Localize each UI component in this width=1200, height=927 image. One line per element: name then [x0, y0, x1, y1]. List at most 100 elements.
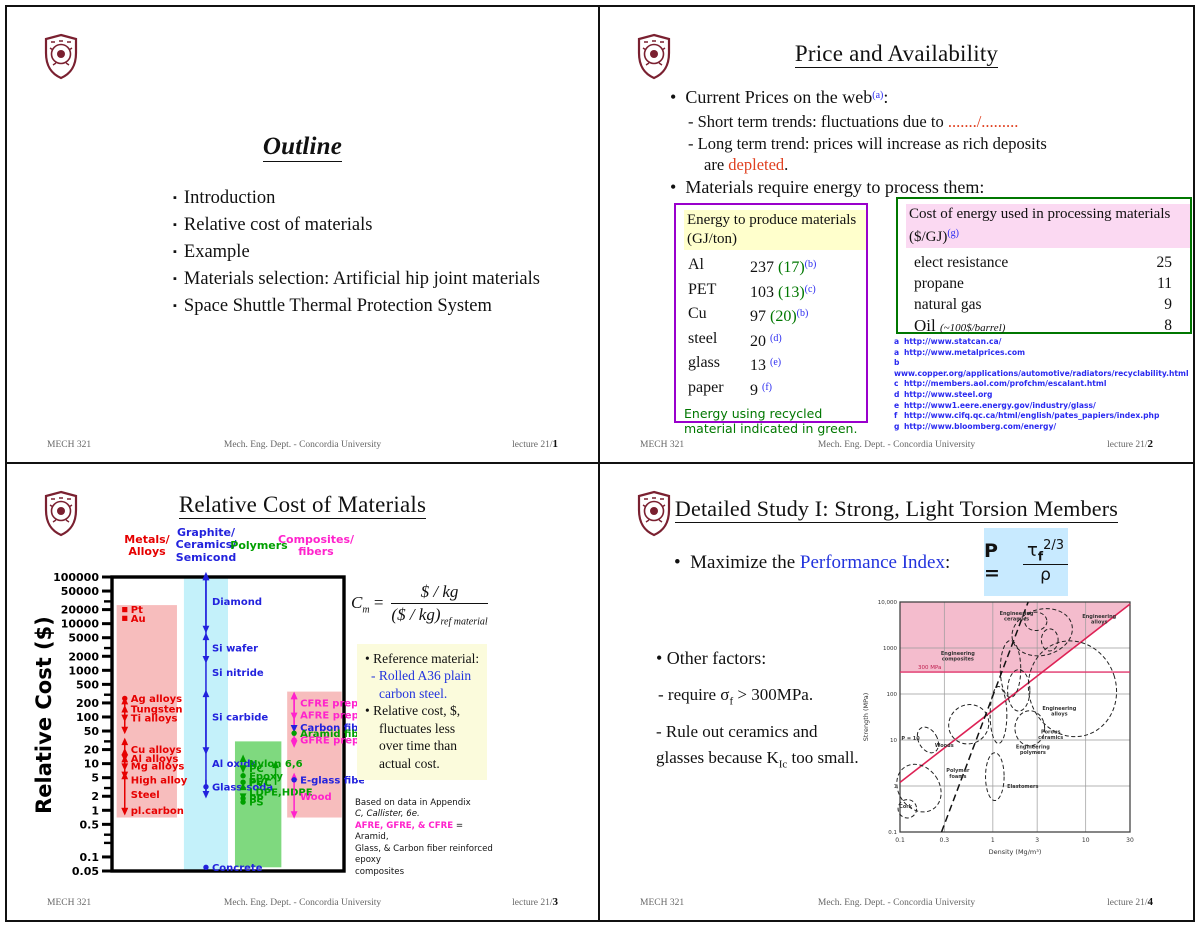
svg-text:GFRE prepreg: GFRE prepreg [300, 735, 364, 746]
svg-text:0.1: 0.1 [895, 837, 905, 844]
svg-text:0.05: 0.05 [72, 865, 99, 878]
svg-text:Strength (MPa): Strength (MPa) [862, 692, 870, 740]
reference-line: d http://www.steel.org [894, 390, 1188, 401]
material-name: PET [688, 280, 717, 298]
reference-key: g [894, 421, 900, 431]
energy-value-number: 9 [750, 381, 762, 399]
svg-text:0.1: 0.1 [80, 850, 100, 863]
svg-text:Ti alloys: Ti alloys [131, 713, 178, 724]
energy-source-label: elect resistance [914, 254, 1009, 271]
recycled-energy-value: (17) [778, 259, 805, 276]
svg-text:10: 10 [890, 738, 897, 744]
outline-item-label: Example [183, 242, 250, 262]
reference-key: a [894, 337, 900, 346]
energy-table: Al 237 (17)(b) PET 103 (13)(c) Cu 97 (20)(b) s… [688, 254, 866, 401]
svg-text:20: 20 [84, 743, 100, 756]
svg-text:Si nitride: Si nitride [212, 668, 264, 679]
reference-line: a http://www.metalprices.com [894, 348, 1188, 359]
svg-text:300 MPa: 300 MPa [918, 665, 941, 671]
material-name: glass [688, 354, 720, 371]
svg-text:5: 5 [91, 771, 99, 784]
svg-text:E-glass fibers: E-glass fibers [300, 775, 364, 786]
bullet-maximize-index: • Maximize the Performance Index: [674, 551, 951, 573]
energy-value: 97 (20)(b) [750, 303, 866, 328]
recycled-note: Energy using recycled material indicated … [684, 406, 858, 436]
reference-key: f [894, 411, 898, 421]
energy-value-number: 13 [750, 357, 770, 374]
reference-url[interactable]: http://www.cifq.qc.ca/html/english/pates… [904, 411, 1160, 421]
svg-text:2: 2 [91, 790, 99, 803]
ashby-strength-density-chart: 300 MPa Engineering ceramics Engineering all… [862, 600, 1134, 856]
svg-text:LDPE,HDPE: LDPE,HDPE [249, 787, 313, 798]
cost-table-row: natural gas 9 [914, 294, 1172, 315]
svg-text:0.3: 0.3 [940, 837, 950, 844]
footer-dept: Mech. Eng. Dept. - Concordia University [223, 439, 382, 450]
energy-value-number: 20 [750, 332, 770, 350]
slide-1-outline: Outline ▪ Introduction ▪ Relative cost of m… [7, 7, 600, 464]
svg-text:100000: 100000 [53, 571, 99, 584]
bullet-icon: ▪ [173, 300, 177, 312]
slide1-footer: MECH 321 Mech. Eng. Dept. - Concordia Un… [47, 438, 558, 450]
cost-value: 25 [1156, 254, 1173, 271]
reference-url[interactable]: http://www1.eere.energy.gov/industry/gla… [904, 400, 1096, 410]
energy-value: 20 (d) [750, 328, 866, 353]
svg-text:Au: Au [131, 613, 146, 624]
note-line: carbon steel. [379, 685, 448, 701]
svg-text:100: 100 [76, 710, 99, 723]
note-line: fluctuates less [379, 720, 456, 736]
sub-long-term-cont: are depleted. [704, 155, 789, 174]
note-line: actual cost. [379, 755, 440, 771]
reference-key: b [894, 358, 900, 368]
crest-shield-icon [637, 490, 671, 536]
sub-short-term: - Short term trends: fluctuations due to… [688, 112, 1019, 131]
slide4-footer: MECH 321 Mech. Eng. Dept. - Concordia Un… [640, 896, 1153, 908]
reference-line: e http://www1.eere.energy.gov/industry/gl… [894, 401, 1188, 412]
svg-text:Aramid fibers: Aramid fibers [300, 728, 364, 739]
reference-url[interactable]: www.copper.org/applications/automotive/r… [894, 368, 1189, 378]
energy-value-number: 237 [750, 259, 778, 276]
energy-source-label: propane [914, 275, 964, 292]
svg-text:2000: 2000 [68, 650, 99, 663]
slide-4-torsion-members: Detailed Study I: Strong, Light Torsion … [600, 463, 1193, 920]
svg-text:1000: 1000 [883, 646, 897, 652]
reference-key: d [894, 389, 900, 399]
note-line: over time than [379, 738, 457, 753]
svg-text:30: 30 [1126, 837, 1134, 844]
svg-text:PVC: PVC [249, 777, 271, 788]
recycled-energy-value: (13) [778, 283, 805, 301]
svg-text:Epoxy: Epoxy [249, 771, 283, 782]
outline-bullet-list: ▪ Introduction ▪ Relative cost of materials… [173, 185, 593, 320]
energy-value: 103 (13)(c) [750, 279, 866, 304]
svg-text:50000: 50000 [61, 585, 100, 598]
energy-value: 9 (f) [750, 377, 866, 402]
reference-url[interactable]: http://members.aol.com/profchm/escalant.… [904, 379, 1107, 389]
university-crest-logo [636, 33, 672, 80]
svg-text:Cu alloys: Cu alloys [131, 745, 182, 756]
reference-key: c [894, 379, 899, 389]
outline-item: ▪ Space Shuttle Thermal Protection System [173, 293, 593, 320]
bullet-icon: ▪ [173, 192, 177, 204]
cost-value: 9 [1164, 296, 1172, 313]
svg-text:1: 1 [991, 837, 995, 844]
svg-text:Elastomers: Elastomers [1007, 784, 1038, 790]
reference-url[interactable]: http://www.statcan.ca/ [904, 337, 1002, 346]
energy-table-row: PET 103 (13)(c) [688, 279, 866, 304]
svg-text:Steel: Steel [131, 789, 160, 800]
reference-url[interactable]: http://www.metalprices.com [904, 347, 1026, 357]
svg-text:Woods: Woods [935, 743, 954, 749]
svg-text:PC: PC [249, 763, 264, 774]
reference-url[interactable]: http://www.steel.org [904, 389, 993, 399]
footnote-ref: (b) [804, 259, 817, 270]
energy-value-number: 103 [750, 283, 778, 301]
svg-text:Mg alloys: Mg alloys [131, 761, 185, 772]
svg-text:3: 3 [1035, 837, 1039, 844]
slide3-footer: MECH 321 Mech. Eng. Dept. - Concordia Un… [47, 896, 558, 908]
svg-text:pl.carbon: pl.carbon [131, 805, 184, 816]
svg-text:Ag alloys: Ag alloys [131, 694, 182, 705]
reference-url[interactable]: http://www.bloomberg.com/energy/ [904, 421, 1057, 431]
footnote-ref-g: (g) [947, 228, 959, 239]
bullet-icon: ▪ [173, 219, 177, 231]
svg-text:Density (Mg/m³): Density (Mg/m³) [989, 848, 1042, 856]
